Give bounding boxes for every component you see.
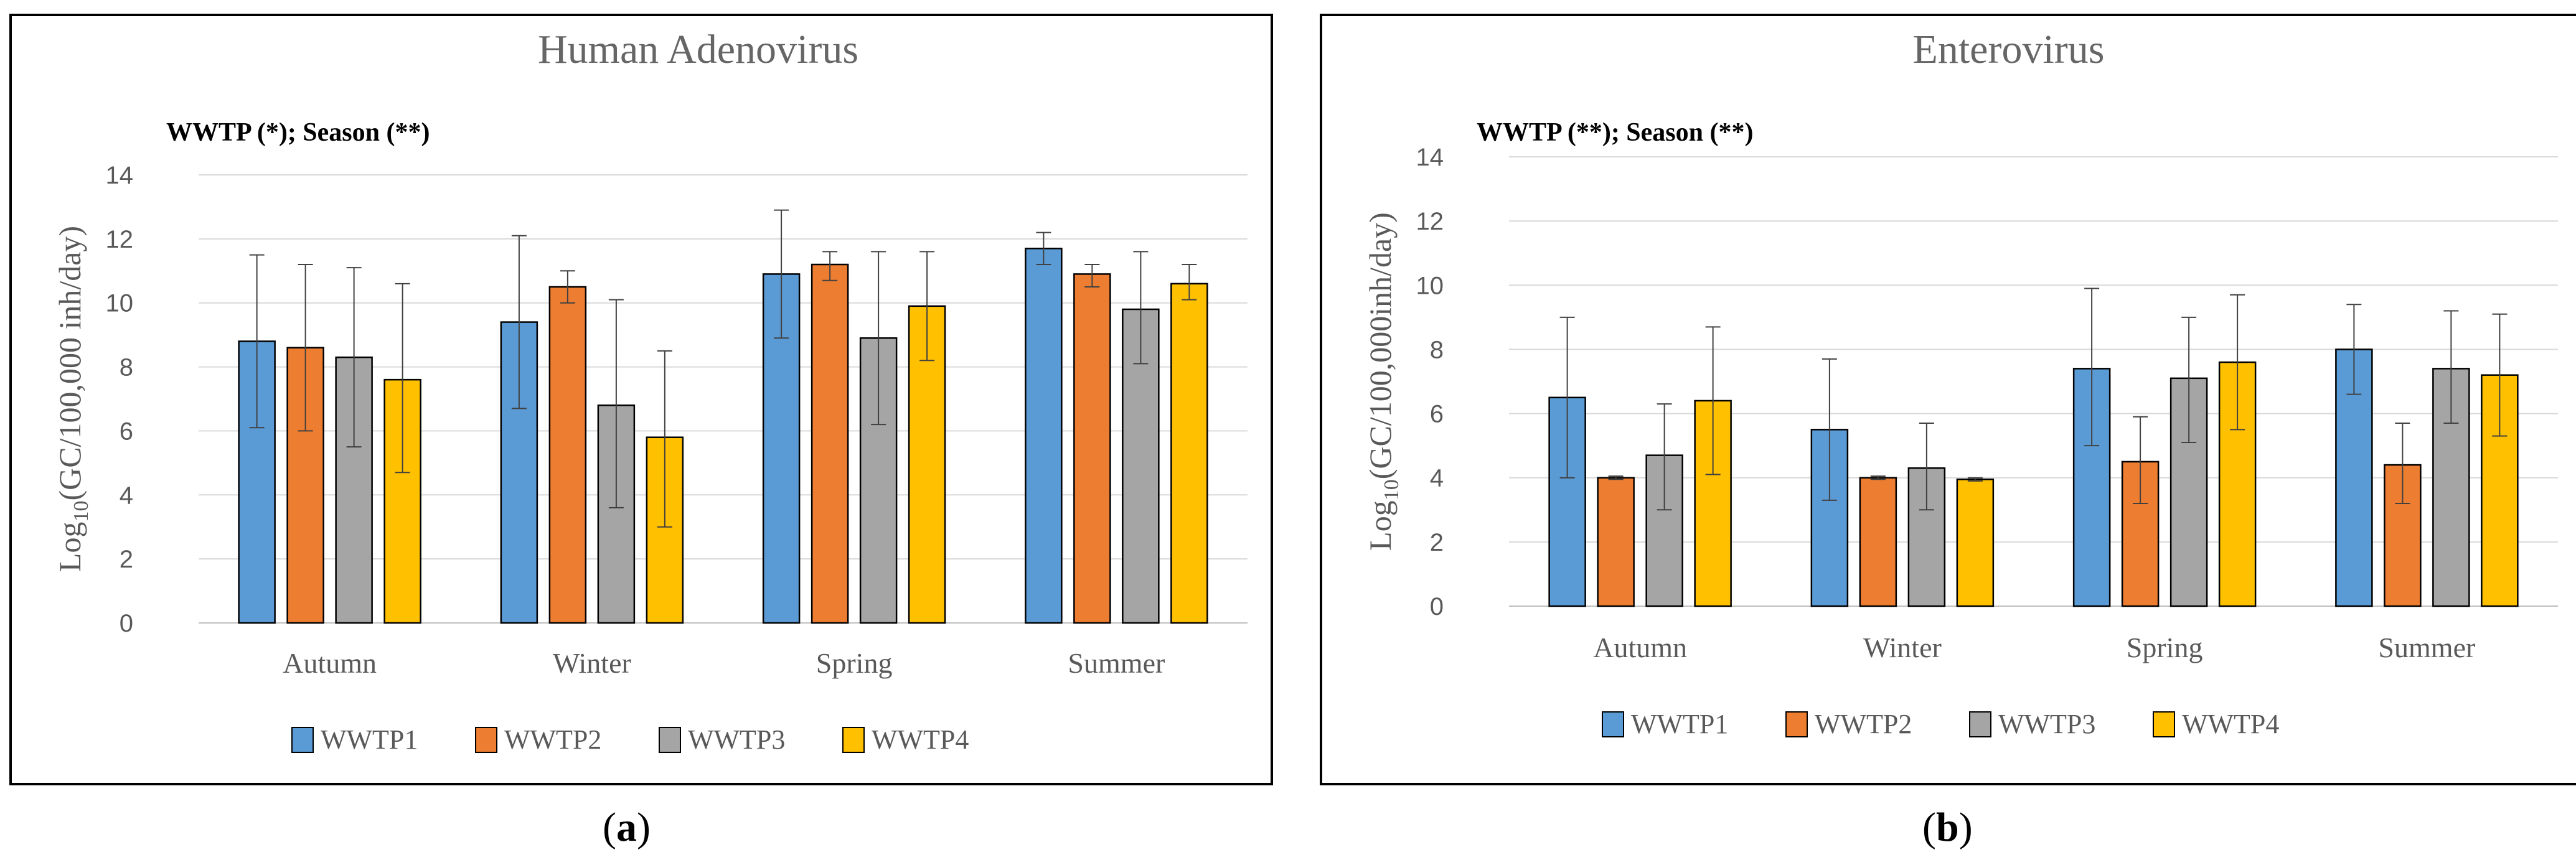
x-tick-label-autumn: Autumn [1593,632,1687,663]
legend-swatch-wwtp3 [1969,711,1991,737]
bar-wwtp2-winter [548,286,587,624]
y-axis-label-subscript: 10 [70,501,93,522]
y-tick-label-4: 4 [120,482,133,509]
y-tick-label-0: 0 [1430,593,1444,620]
legend-label-wwtp2: WWTP2 [504,724,601,755]
legend-label-wwtp3: WWTP3 [1998,709,2095,739]
x-tick-label-spring: Spring [816,647,893,679]
x-tick-label-spring: Spring [2127,632,2203,663]
y-axis-label-subscript: 10 [1380,479,1403,500]
y-tick-label-10: 10 [1416,272,1444,299]
legend-label-wwtp2: WWTP2 [1815,709,1912,739]
chart-title: Enterovirus [1913,27,2105,72]
legend-swatch-wwtp1 [291,727,314,753]
chart-title: Human Adenovirus [538,27,858,72]
x-tick-label-winter: Winter [553,647,631,679]
y-axis-label: Log10(GC/100,000 inh/day) [52,226,93,572]
bar-wwtp2-winter [1859,477,1897,607]
bar-wwtp3-autumn [335,356,373,624]
legend-label-wwtp4: WWTP4 [2182,709,2279,739]
y-tick-label-0: 0 [120,610,133,637]
chart-enterovirus: Enterovirus WWTP (**); Season (**) 0 2 4 6 8 10… [1363,27,2558,739]
significance-annotation: WWTP (**); Season (**) [1477,118,1754,147]
bar-wwtp4-winter [1956,479,1995,607]
legend-swatch-wwtp1 [1602,711,1624,737]
legend-label-wwtp4: WWTP4 [872,724,969,755]
y-tick-label-4: 4 [1430,465,1444,492]
legend-swatch-wwtp3 [659,727,681,753]
bar-wwtp1-winter [500,321,538,624]
bar-wwtp1-summer [1025,248,1063,624]
significance-annotation: WWTP (*); Season (**) [166,118,430,147]
chart-panel-enterovirus: Enterovirus WWTP (**); Season (**) 0 2 4 6 8 10… [1320,14,2576,785]
legend-swatch-wwtp4 [2153,711,2175,737]
y-axis-label-main: Log [1363,500,1398,551]
legend-swatch-wwtp2 [1785,711,1808,737]
legend-label-wwtp3: WWTP3 [688,724,785,755]
y-tick-label-6: 6 [120,418,133,445]
legend-swatch-wwtp2 [475,727,497,753]
y-tick-label-2: 2 [1430,529,1444,556]
bar-wwtp2-spring [811,263,849,624]
y-tick-label-14: 14 [106,162,134,189]
y-tick-label-2: 2 [120,546,133,573]
y-tick-label-8: 8 [1430,336,1444,363]
y-tick-label-10: 10 [106,290,134,317]
y-axis-label-unit: (GC/100,000inh/day) [1363,212,1398,479]
bar-wwtp2-summer [1073,273,1111,624]
y-tick-label-14: 14 [1416,144,1444,171]
chart-adenovirus: Human Adenovirus WWTP (*); Season (**) 0 2 4… [52,27,1248,755]
chart-panel-adenovirus: Human Adenovirus WWTP (*); Season (**) 0 2 4… [9,14,1273,785]
y-axis-label-unit: (GC/100,000 inh/day) [52,226,87,501]
legend-swatch-wwtp4 [842,727,865,753]
legend-label-wwtp1: WWTP1 [321,724,418,755]
y-tick-label-6: 6 [1430,401,1444,428]
x-tick-label-summer: Summer [1068,647,1165,679]
y-tick-label-12: 12 [1416,208,1444,235]
x-tick-label-autumn: Autumn [283,647,377,679]
y-tick-label-8: 8 [120,354,133,381]
x-tick-label-winter: Winter [1863,632,1942,663]
caption-b: (b) [1922,805,1973,850]
bar-wwtp2-autumn [1597,477,1635,607]
x-tick-label-summer: Summer [2378,632,2475,663]
caption-a: (a) [603,805,651,850]
y-tick-label-12: 12 [106,226,134,253]
bar-wwtp4-summer [1170,283,1208,624]
y-axis-label: Log10(GC/100,000inh/day) [1363,212,1403,551]
legend-label-wwtp1: WWTP1 [1631,709,1728,739]
y-axis-label-main: Log [52,522,87,573]
